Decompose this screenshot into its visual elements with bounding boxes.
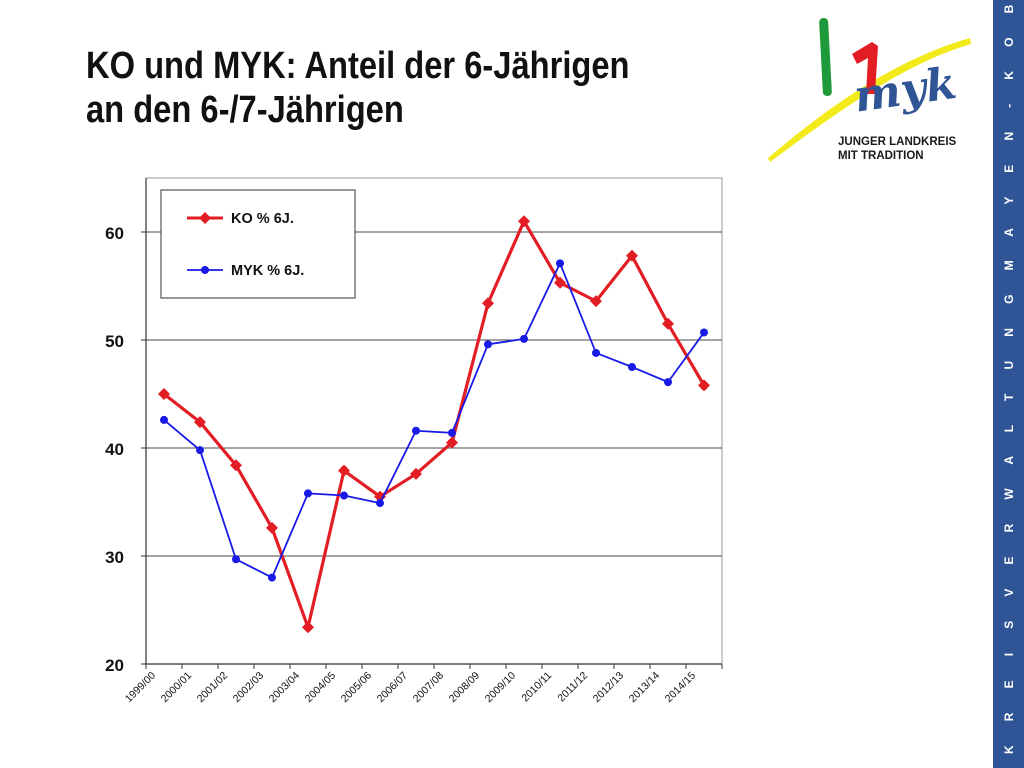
x-tick-label-11: 2010/11 <box>519 670 554 705</box>
x-tick-label-6: 2005/06 <box>339 670 374 705</box>
data-point-myk-3 <box>268 573 276 582</box>
data-point-myk-14 <box>664 378 672 387</box>
series-line-myk <box>163 262 705 579</box>
legend: KO % 6J. MYK % 6J. <box>160 189 356 299</box>
data-point-ko-15 <box>698 379 710 392</box>
data-point-ko-13 <box>626 249 638 262</box>
data-point-myk-9 <box>484 340 492 349</box>
x-tick-label-5: 2004/05 <box>303 670 338 705</box>
y-tick-label-60: 60 <box>105 224 124 243</box>
data-point-myk-4 <box>304 489 312 498</box>
data-point-ko-6 <box>374 490 386 503</box>
y-tick-label-50: 50 <box>105 332 124 351</box>
logo-tagline-2: MIT TRADITION <box>838 150 924 162</box>
legend-marker-ko <box>199 212 211 224</box>
data-point-myk-6 <box>376 499 384 508</box>
data-point-ko-2 <box>230 459 242 472</box>
x-tick-label-7: 2006/07 <box>375 670 410 705</box>
data-point-myk-2 <box>232 555 240 564</box>
logo-bar-green <box>819 17 832 96</box>
data-point-myk-0 <box>160 415 168 424</box>
data-point-myk-11 <box>556 259 564 268</box>
legend-label-ko: KO % 6J. <box>231 211 294 227</box>
x-tick-label-4: 2003/04 <box>267 670 302 705</box>
series-line-ko <box>163 219 706 629</box>
x-tick-label-10: 2009/10 <box>483 670 518 705</box>
data-point-myk-10 <box>520 334 528 343</box>
legend-marker-myk <box>201 266 209 274</box>
y-tick-label-30: 30 <box>105 548 124 567</box>
y-tick-label-40: 40 <box>105 440 124 459</box>
data-point-ko-5 <box>338 464 350 477</box>
data-point-ko-1 <box>194 416 206 429</box>
data-point-ko-10 <box>518 215 530 228</box>
data-point-ko-0 <box>158 388 170 400</box>
logo-numeral-red <box>852 42 878 94</box>
x-tick-label-12: 2011/12 <box>555 670 590 705</box>
x-tick-label-14: 2013/14 <box>627 670 662 705</box>
data-point-myk-8 <box>448 428 456 437</box>
data-point-myk-5 <box>340 491 348 500</box>
legend-box <box>160 189 356 299</box>
data-point-ko-8 <box>446 436 458 449</box>
data-point-ko-7 <box>410 467 422 480</box>
sidebar-vertical-text: K R E I S V E R W A L T U N G M A Y E N … <box>1002 0 1016 754</box>
data-point-ko-9 <box>482 297 494 310</box>
data-point-ko-11 <box>554 276 566 289</box>
sidebar-band: K R E I S V E R W A L T U N G M A Y E N … <box>993 0 1024 768</box>
x-tick-label-9: 2008/09 <box>447 670 482 705</box>
data-point-ko-12 <box>590 295 602 308</box>
x-tick-label-2: 2001/02 <box>195 670 230 705</box>
data-point-myk-1 <box>196 446 204 455</box>
data-point-ko-4 <box>302 621 314 634</box>
slide-title-line-1: KO und MYK: Anteil der 6-Jährigen <box>86 45 630 87</box>
data-point-myk-7 <box>412 426 420 435</box>
slide-title-line-2: an den 6-/7-Jährigen <box>86 89 404 131</box>
data-point-ko-14 <box>662 317 674 330</box>
x-tick-label-13: 2012/13 <box>591 670 626 705</box>
logo-tagline-1: JUNGER LANDKREIS <box>838 136 957 148</box>
x-tick-label-15: 2014/15 <box>663 670 698 705</box>
data-point-ko-3 <box>266 521 278 534</box>
data-point-myk-15 <box>700 328 708 337</box>
myk-logo: myk JUNGER LANDKREIS MIT TRADITION <box>768 17 971 162</box>
slide-title: KO und MYK: Anteil der 6-Jährigen an den… <box>86 44 654 132</box>
x-tick-label-3: 2002/03 <box>231 670 266 705</box>
x-tick-label-1: 2000/01 <box>159 670 194 705</box>
data-point-myk-13 <box>628 363 636 371</box>
x-tick-label-0: 1999/00 <box>123 670 158 705</box>
x-tick-label-8: 2007/08 <box>411 670 446 705</box>
series-ko <box>158 215 710 634</box>
logo-swoosh-yellow <box>768 38 971 162</box>
series-myk <box>160 259 708 582</box>
series <box>158 215 710 634</box>
data-point-myk-12 <box>592 348 600 357</box>
logo-wordmark: myk <box>851 58 960 123</box>
legend-label-myk: MYK % 6J. <box>231 263 304 279</box>
y-tick-label-20: 20 <box>105 656 124 675</box>
